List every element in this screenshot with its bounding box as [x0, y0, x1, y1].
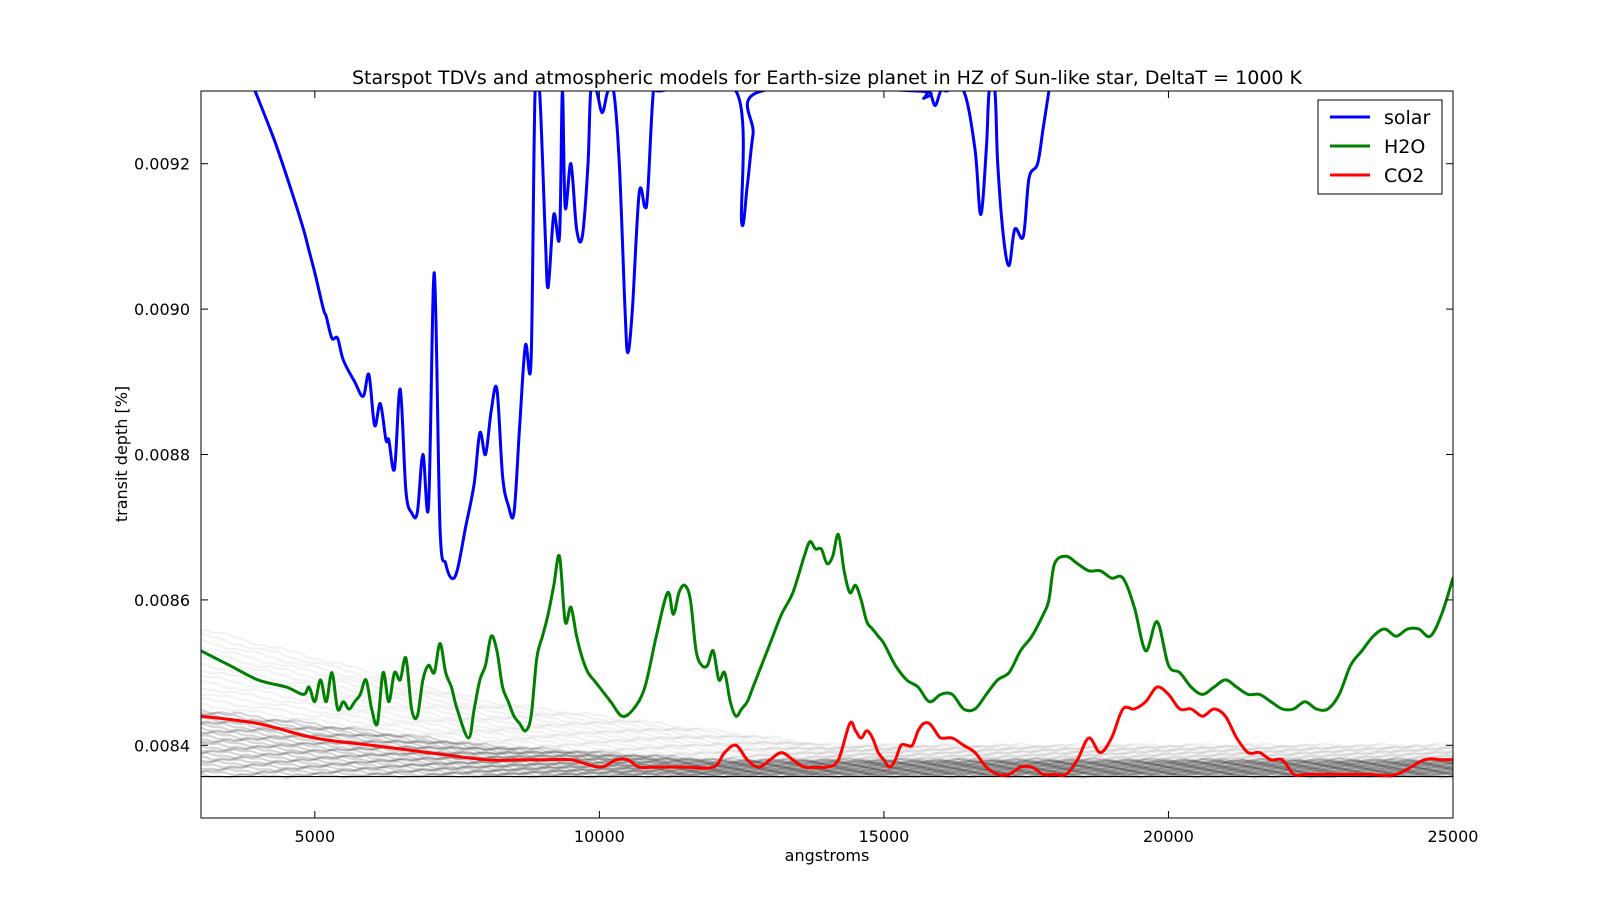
tdv-curve [201, 697, 1453, 762]
tdv-curve [201, 708, 1453, 764]
x-tick-label: 10000 [574, 827, 625, 846]
tdv-curve [201, 726, 1453, 768]
tdv-curve [201, 702, 1453, 763]
tdv-curve [201, 730, 1453, 769]
x-tick-label: 20000 [1143, 827, 1194, 846]
tdv-curve [201, 750, 1453, 774]
tdv-curve [201, 716, 1453, 766]
series-line-h2o [201, 532, 1453, 740]
tdv-curve [201, 722, 1453, 768]
tdv-curve [201, 765, 1453, 778]
series-line-co2 [201, 685, 1453, 777]
y-tick-label: 0.0088 [134, 446, 190, 465]
tdv-curve [201, 748, 1453, 773]
axis-ticks: 5000 10000 15000 20000 25000 0.0084 0.0086 0.00… [134, 91, 1478, 846]
tdv-curve [201, 721, 1453, 767]
tdv-curve [201, 720, 1453, 766]
y-axis-label: transit depth [%] [112, 386, 131, 522]
y-tick-label: 0.0092 [134, 155, 190, 174]
x-tick-label: 5000 [294, 827, 335, 846]
tdv-curve [201, 759, 1453, 776]
x-tick-label: 15000 [858, 827, 909, 846]
tdv-curve [201, 662, 1453, 755]
legend-label-solar: solar [1384, 107, 1430, 129]
tdv-curve [201, 770, 1453, 779]
tdv-curve [201, 669, 1453, 757]
tdv-curve [201, 711, 1453, 765]
tdv-curve [201, 744, 1453, 773]
tdv-curve [201, 674, 1453, 758]
tdv-curve [201, 755, 1453, 775]
tdv-curve [201, 679, 1453, 759]
legend: solar H2O CO2 [1317, 99, 1443, 195]
y-tick-label: 0.0086 [134, 591, 190, 610]
tdv-curve [201, 693, 1453, 761]
plot-area [201, 91, 1453, 780]
x-tick-label: 25000 [1428, 827, 1479, 846]
tdv-curve [201, 713, 1453, 765]
tdv-curve [201, 687, 1453, 760]
series-lines [201, 91, 1453, 777]
tdv-curve [201, 758, 1453, 776]
y-tick-label: 0.0084 [134, 736, 190, 755]
x-axis-label: angstroms [785, 846, 870, 865]
tdv-curve [201, 763, 1453, 777]
y-tick-label: 0.0090 [134, 300, 190, 319]
legend-label-h2o: H2O [1384, 136, 1425, 158]
series-line-solar [253, 91, 1051, 581]
tdv-curve [201, 751, 1453, 775]
legend-label-co2: CO2 [1384, 165, 1424, 187]
tdv-curve [201, 767, 1453, 778]
chart-title: Starspot TDVs and atmospheric models for… [352, 67, 1303, 89]
